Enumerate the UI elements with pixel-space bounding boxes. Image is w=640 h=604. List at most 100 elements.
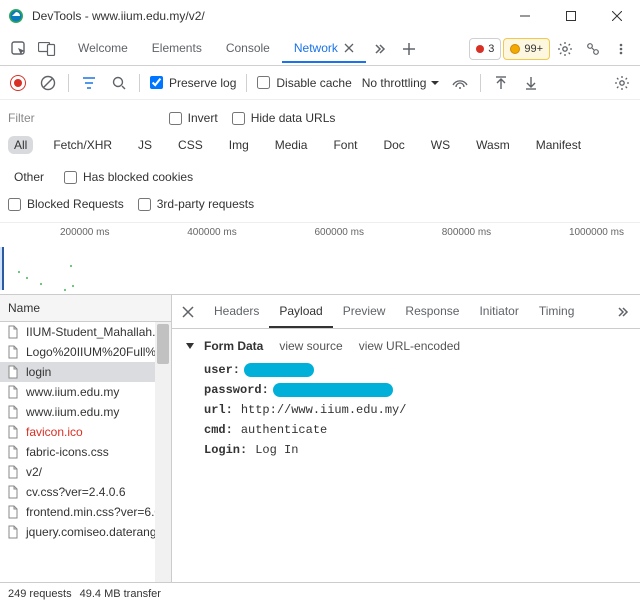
network-timeline[interactable]: 200000 ms400000 ms600000 ms800000 ms1000… xyxy=(0,223,640,295)
type-filter-font[interactable]: Font xyxy=(327,136,363,154)
network-settings-gear-icon[interactable] xyxy=(612,73,632,93)
blocked-requests-checkbox[interactable]: Blocked Requests xyxy=(8,197,124,211)
divider xyxy=(68,74,69,92)
request-row[interactable]: Logo%20IIUM%20Full%2 xyxy=(0,342,171,362)
scrollbar[interactable] xyxy=(155,322,171,582)
divider xyxy=(480,74,481,92)
clear-button[interactable] xyxy=(38,73,58,93)
redacted-value xyxy=(244,363,314,377)
invert-checkbox[interactable]: Invert xyxy=(169,111,218,125)
feedback-icon[interactable] xyxy=(580,36,606,62)
request-row[interactable]: frontend.min.css?ver=6.0 xyxy=(0,502,171,522)
warnings-badge[interactable]: 99+ xyxy=(503,38,550,60)
warnings-count: 99+ xyxy=(524,43,543,55)
hide-data-urls-checkbox[interactable]: Hide data URLs xyxy=(232,111,336,125)
form-data-section-header[interactable]: Form Data view source view URL-encoded xyxy=(186,339,626,353)
type-filter-fetchxhr[interactable]: Fetch/XHR xyxy=(47,136,118,154)
timeline-tick-label: 200000 ms xyxy=(60,227,109,238)
request-name: jquery.comiseo.daterang. xyxy=(26,525,160,539)
device-toolbar-icon[interactable] xyxy=(34,36,60,62)
details-more-tabs-icon[interactable] xyxy=(612,305,636,319)
request-list-header[interactable]: Name xyxy=(0,295,171,322)
request-row[interactable]: cv.css?ver=2.4.0.6 xyxy=(0,482,171,502)
disable-cache-checkbox[interactable]: Disable cache xyxy=(257,76,351,90)
redacted-value xyxy=(273,383,393,397)
devtools-panel-tabs: WelcomeElementsConsoleNetwork xyxy=(66,35,366,63)
errors-badge[interactable]: 3 xyxy=(469,38,501,60)
status-requests: 249 requests xyxy=(8,588,72,600)
type-filter-js[interactable]: JS xyxy=(132,136,158,154)
request-name: www.iium.edu.my xyxy=(26,385,119,399)
details-tab-initiator[interactable]: Initiator xyxy=(469,296,528,328)
details-tab-response[interactable]: Response xyxy=(395,296,469,328)
view-source-link[interactable]: view source xyxy=(279,339,342,353)
filter-input[interactable]: Filter xyxy=(8,111,155,125)
kebab-menu-icon[interactable] xyxy=(608,36,634,62)
third-party-checkbox[interactable]: 3rd-party requests xyxy=(138,197,254,211)
request-row[interactable]: fabric-icons.css xyxy=(0,442,171,462)
details-tab-preview[interactable]: Preview xyxy=(333,296,396,328)
window-maximize-button[interactable] xyxy=(548,0,594,32)
devtools-top-toolbar: WelcomeElementsConsoleNetwork 3 99+ xyxy=(0,32,640,66)
request-row[interactable]: jquery.comiseo.daterang. xyxy=(0,522,171,542)
timeline-activity-band xyxy=(2,247,4,290)
close-tab-icon[interactable] xyxy=(344,43,354,53)
type-filter-other[interactable]: Other xyxy=(8,168,50,186)
view-url-encoded-link[interactable]: view URL-encoded xyxy=(359,339,460,353)
has-blocked-cookies-checkbox[interactable]: Has blocked cookies xyxy=(64,170,193,184)
details-tab-payload[interactable]: Payload xyxy=(269,296,332,328)
request-row[interactable]: v2/ xyxy=(0,462,171,482)
request-row[interactable]: favicon.ico xyxy=(0,422,171,442)
timeline-dot xyxy=(70,265,72,267)
request-row[interactable]: IIUM-Student_Mahallah.p xyxy=(0,322,171,342)
type-filter-all[interactable]: All xyxy=(8,136,33,154)
request-row[interactable]: www.iium.edu.my xyxy=(0,402,171,422)
request-name: login xyxy=(26,365,51,379)
request-name: favicon.ico xyxy=(26,425,83,439)
details-tab-headers[interactable]: Headers xyxy=(204,296,269,328)
panel-tab-console[interactable]: Console xyxy=(214,35,282,63)
export-har-icon[interactable] xyxy=(521,73,541,93)
panel-tab-network[interactable]: Network xyxy=(282,35,366,63)
details-tab-timing[interactable]: Timing xyxy=(529,296,585,328)
details-body: Form Data view source view URL-encoded u… xyxy=(172,329,640,473)
window-minimize-button[interactable] xyxy=(502,0,548,32)
scroll-thumb[interactable] xyxy=(157,324,169,364)
type-filter-ws[interactable]: WS xyxy=(425,136,456,154)
form-row-user: user: xyxy=(204,363,626,377)
settings-gear-icon[interactable] xyxy=(552,36,578,62)
window-buttons xyxy=(502,0,640,32)
type-filter-css[interactable]: CSS xyxy=(172,136,209,154)
panel-tab-welcome[interactable]: Welcome xyxy=(66,35,140,63)
type-filter-manifest[interactable]: Manifest xyxy=(530,136,587,154)
timeline-body xyxy=(0,243,640,294)
timeline-dot xyxy=(26,277,28,279)
type-filter-img[interactable]: Img xyxy=(223,136,255,154)
preserve-log-checkbox[interactable]: Preserve log xyxy=(150,76,236,90)
import-har-icon[interactable] xyxy=(491,73,511,93)
throttling-value: No throttling xyxy=(362,76,427,90)
record-button[interactable] xyxy=(8,73,28,93)
details-close-button[interactable] xyxy=(176,306,200,318)
inspect-element-icon[interactable] xyxy=(6,36,32,62)
search-icon[interactable] xyxy=(109,73,129,93)
more-tabs-chevron-icon[interactable] xyxy=(368,36,394,62)
type-filter-media[interactable]: Media xyxy=(269,136,314,154)
window-title: DevTools - www.iium.edu.my/v2/ xyxy=(32,9,502,23)
details-tabs: HeadersPayloadPreviewResponseInitiatorTi… xyxy=(172,295,640,329)
timeline-tick-label: 800000 ms xyxy=(442,227,491,238)
form-row-login: Login: Log In xyxy=(204,443,626,457)
panel-tab-elements[interactable]: Elements xyxy=(140,35,214,63)
network-conditions-icon[interactable] xyxy=(450,73,470,93)
type-filter-doc[interactable]: Doc xyxy=(377,136,410,154)
filter-icon[interactable] xyxy=(79,73,99,93)
throttling-dropdown[interactable]: No throttling xyxy=(362,76,441,90)
request-list-body: IIUM-Student_Mahallah.pLogo%20IIUM%20Ful… xyxy=(0,322,171,582)
section-title: Form Data xyxy=(204,339,263,353)
preserve-log-label: Preserve log xyxy=(169,76,236,90)
window-close-button[interactable] xyxy=(594,0,640,32)
type-filter-wasm[interactable]: Wasm xyxy=(470,136,516,154)
request-row[interactable]: login xyxy=(0,362,171,382)
request-row[interactable]: www.iium.edu.my xyxy=(0,382,171,402)
new-tab-plus-icon[interactable] xyxy=(396,36,422,62)
